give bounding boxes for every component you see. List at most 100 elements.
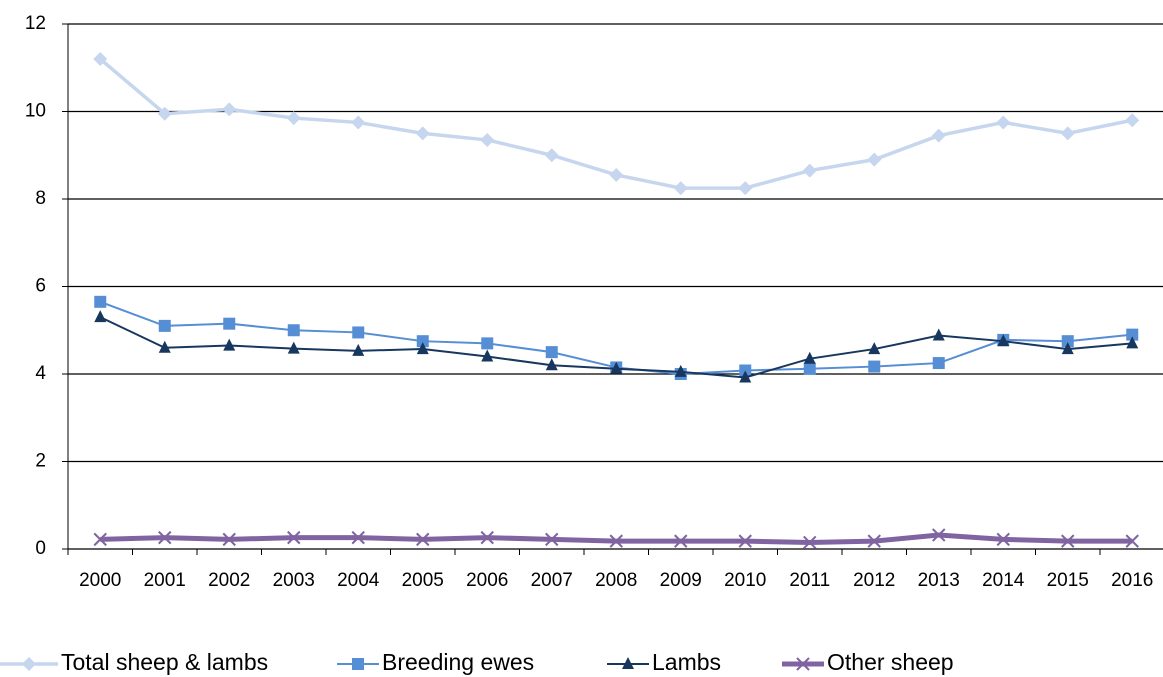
marker — [802, 163, 817, 178]
marker — [674, 364, 687, 377]
marker — [157, 106, 172, 121]
marker — [1125, 113, 1140, 128]
x-tick-label: 2009 — [660, 570, 702, 591]
marker — [158, 340, 171, 353]
legend-label: Breeding ewes — [382, 649, 534, 675]
legend-item: Breeding ewes — [337, 649, 534, 675]
x-tick-label: 2006 — [466, 570, 508, 591]
marker — [223, 317, 236, 330]
marker — [287, 324, 300, 337]
marker — [803, 535, 817, 550]
marker — [222, 102, 237, 117]
marker — [1126, 328, 1139, 341]
x-tick-label: 2013 — [918, 570, 960, 591]
marker — [931, 128, 946, 143]
y-tick-label: 8 — [35, 188, 46, 209]
marker — [93, 52, 108, 66]
marker — [1126, 336, 1139, 349]
marker — [93, 532, 107, 547]
x-tick-label: 2005 — [402, 570, 444, 591]
x-tick-label: 2012 — [853, 570, 895, 591]
x-tick-label: 2001 — [144, 570, 186, 591]
marker — [352, 658, 364, 670]
marker — [94, 295, 107, 308]
legend-label: Lambs — [652, 649, 721, 675]
x-tick-label: 2007 — [531, 570, 573, 591]
marker — [1061, 342, 1074, 355]
marker — [352, 326, 365, 339]
x-tick-label: 2010 — [724, 570, 766, 591]
marker — [622, 657, 634, 669]
marker — [351, 115, 366, 130]
y-tick-label: 4 — [35, 363, 46, 384]
marker — [673, 181, 688, 196]
marker — [803, 351, 816, 364]
marker — [480, 132, 495, 147]
marker — [94, 310, 107, 323]
marker — [222, 532, 236, 547]
marker — [287, 530, 301, 545]
x-tick-label: 2000 — [79, 570, 121, 591]
marker — [610, 361, 623, 374]
legend-item: Other sheep — [782, 649, 954, 675]
x-tick-label: 2003 — [273, 570, 315, 591]
marker — [158, 530, 172, 545]
x-tick-label: 2008 — [595, 570, 637, 591]
marker — [545, 358, 558, 371]
marker — [223, 338, 236, 351]
marker — [544, 148, 559, 163]
marker — [1125, 534, 1139, 548]
marker — [932, 357, 945, 370]
marker — [932, 528, 946, 542]
x-tick-label: 2002 — [208, 570, 250, 591]
marker — [287, 341, 300, 354]
marker — [868, 360, 881, 373]
x-tick-label: 2016 — [1111, 570, 1153, 591]
marker — [480, 530, 494, 545]
marker — [351, 530, 365, 545]
marker — [1061, 335, 1074, 348]
x-tick-label: 2011 — [789, 570, 830, 591]
marker — [22, 657, 36, 671]
marker — [868, 342, 881, 355]
marker — [674, 534, 688, 548]
marker — [545, 346, 558, 359]
marker — [415, 126, 430, 141]
legend-item: Total sheep & lambs — [0, 649, 268, 675]
marker — [481, 349, 494, 362]
x-tick-label: 2014 — [982, 570, 1025, 591]
marker — [286, 111, 301, 126]
marker — [481, 337, 494, 350]
marker — [867, 152, 882, 167]
marker — [738, 534, 752, 548]
x-tick-label: 2015 — [1047, 570, 1089, 591]
marker — [996, 115, 1011, 130]
y-tick-label: 6 — [35, 276, 46, 297]
marker — [416, 335, 429, 348]
legend-label: Other sheep — [827, 649, 954, 675]
y-tick-label: 12 — [25, 13, 46, 34]
marker — [545, 532, 559, 547]
legend-item: Lambs — [607, 649, 721, 675]
marker — [738, 181, 753, 196]
marker — [739, 370, 752, 383]
marker — [609, 534, 623, 548]
marker — [609, 167, 624, 182]
y-tick-label: 10 — [25, 101, 46, 122]
marker — [158, 319, 171, 332]
marker — [796, 657, 810, 671]
marker — [867, 534, 881, 548]
marker — [1061, 534, 1075, 548]
x-tick-label: 2004 — [337, 570, 380, 591]
marker — [997, 334, 1010, 347]
marker — [932, 328, 945, 341]
marker — [996, 532, 1010, 547]
y-tick-label: 2 — [35, 451, 46, 472]
marker — [416, 342, 429, 355]
marker — [1060, 126, 1075, 141]
marker — [803, 362, 816, 375]
marker — [416, 532, 430, 547]
y-tick-label: 0 — [35, 538, 46, 559]
legend-label: Total sheep & lambs — [61, 649, 268, 675]
